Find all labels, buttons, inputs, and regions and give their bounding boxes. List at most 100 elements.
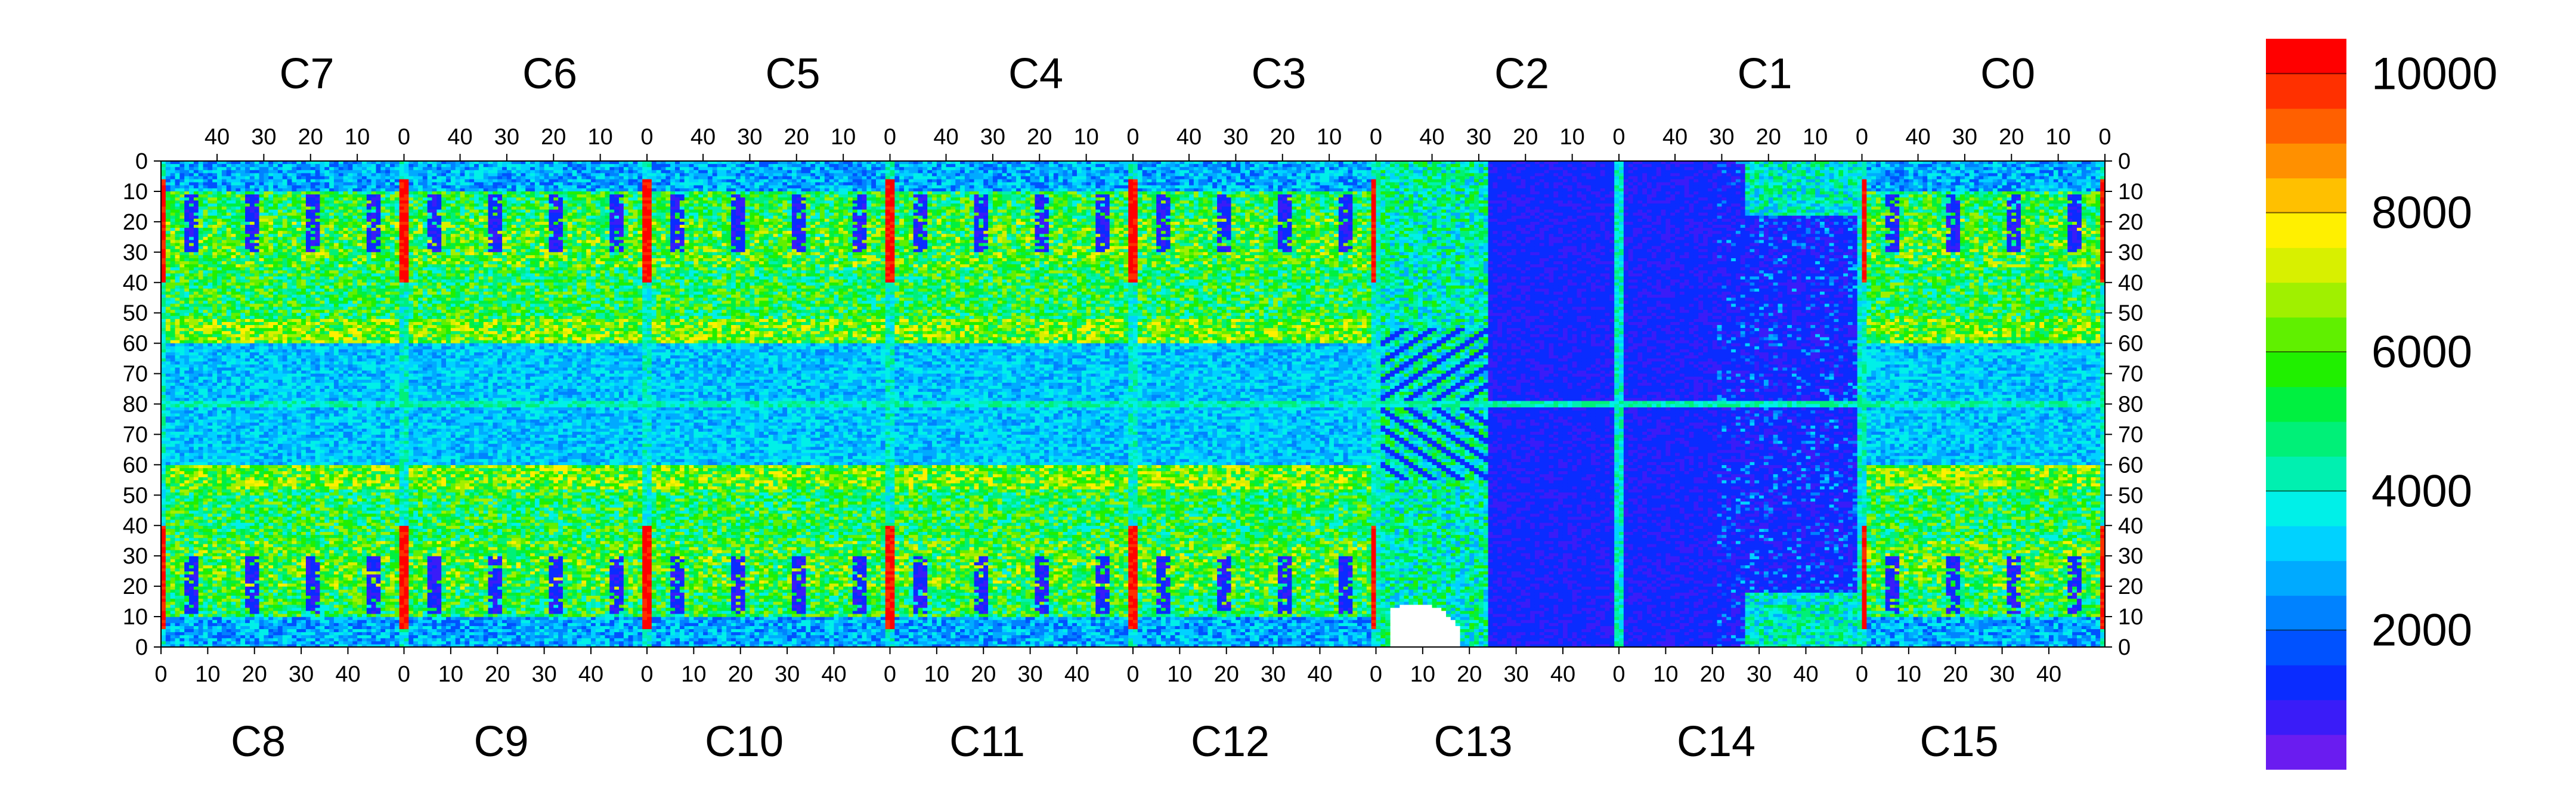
heatmap-cell (175, 234, 180, 237)
heatmap-cell (179, 289, 184, 292)
heatmap-cell (175, 182, 180, 186)
heatmap-cell (161, 261, 166, 265)
heatmap-cell (166, 176, 171, 179)
heatmap-cell (171, 377, 175, 380)
heatmap-cell (166, 246, 171, 250)
heatmap-cell (171, 267, 175, 271)
heatmap-cell (184, 310, 189, 314)
heatmap-cell (194, 243, 199, 247)
heatmap-cell (194, 280, 199, 283)
heatmap-cell (161, 313, 166, 317)
heatmap-cell (171, 292, 175, 295)
heatmap-cell (179, 246, 184, 250)
heatmap-cell (179, 234, 184, 237)
heatmap-cell (189, 401, 194, 404)
heatmap-cell (175, 219, 180, 222)
heatmap-cell (179, 228, 184, 231)
heatmap-cell (194, 167, 199, 171)
heatmap-cell (184, 313, 189, 317)
heatmap-cell (161, 258, 166, 262)
heatmap-cell (194, 206, 199, 210)
heatmap-cell (175, 179, 180, 183)
heatmap-cell (161, 185, 166, 189)
heatmap-cell (184, 173, 189, 177)
heatmap-cell (189, 264, 194, 268)
heatmap-cell (161, 210, 166, 213)
heatmap-cell (179, 237, 184, 240)
heatmap-cell (161, 228, 166, 231)
heatmap-cell (166, 295, 171, 298)
heatmap-cell (179, 222, 184, 225)
heatmap-cell (175, 307, 180, 311)
heatmap-cell (166, 370, 171, 374)
heatmap-cell (194, 255, 199, 259)
heatmap-cell (175, 255, 180, 259)
heatmap-cell (175, 289, 180, 292)
heatmap-cell (161, 398, 166, 401)
heatmap-cell (184, 216, 189, 219)
heatmap-cell (166, 243, 171, 247)
heatmap-cell (175, 203, 180, 207)
heatmap-cell (161, 361, 166, 365)
heatmap-cell (166, 280, 171, 283)
heatmap-cell (161, 176, 166, 179)
heatmap-cell (175, 383, 180, 386)
heatmap-cell (179, 231, 184, 234)
heatmap-cell (184, 355, 189, 359)
heatmap-cell (189, 222, 194, 225)
heatmap-cell (179, 395, 184, 398)
heatmap-cell (194, 261, 199, 265)
heatmap-cell (189, 277, 194, 280)
heatmap-cell (194, 194, 199, 198)
heatmap-cell (171, 277, 175, 280)
heatmap-cell (175, 392, 180, 395)
heatmap-cell (161, 337, 166, 340)
heatmap-cell (171, 355, 175, 359)
heatmap-cell (175, 270, 180, 274)
heatmap-cell (161, 316, 166, 320)
heatmap-cell (179, 170, 184, 174)
heatmap-cell (161, 310, 166, 314)
heatmap-cell (189, 225, 194, 228)
heatmap-cell (161, 234, 166, 237)
heatmap-cell (184, 231, 189, 234)
heatmap-cell (161, 206, 166, 210)
heatmap-cell (175, 395, 180, 398)
heatmap-cell (161, 197, 166, 201)
heatmap-cell (175, 167, 180, 171)
heatmap-cell (161, 246, 166, 250)
heatmap-cell (184, 210, 189, 213)
heatmap-cell (184, 334, 189, 338)
heatmap-cell (171, 240, 175, 243)
heatmap-cell (184, 343, 189, 347)
heatmap-cell (171, 298, 175, 301)
heatmap-cell (179, 179, 184, 183)
heatmap-cell (194, 213, 199, 216)
heatmap-cell (166, 374, 171, 377)
heatmap-cell (171, 334, 175, 338)
heatmap-cell (179, 340, 184, 344)
heatmap-cell (161, 280, 166, 283)
heatmap-cell (194, 246, 199, 250)
heatmap-cell (161, 325, 166, 329)
heatmap-cell (175, 206, 180, 210)
heatmap-cell (184, 188, 189, 192)
heatmap-cell (189, 398, 194, 401)
heatmap-cell (194, 188, 199, 192)
heatmap-cell (171, 164, 175, 168)
heatmap-cell (184, 325, 189, 329)
heatmap-cell (161, 200, 166, 204)
heatmap-cell (171, 337, 175, 340)
heatmap-cell (166, 398, 171, 401)
heatmap-cell (179, 286, 184, 289)
heatmap-cell (171, 170, 175, 174)
heatmap-cell (179, 173, 184, 177)
heatmap-cell (179, 380, 184, 383)
heatmap-cell (184, 222, 189, 225)
heatmap-cell (171, 370, 175, 374)
heatmap-cell (171, 328, 175, 332)
heatmap-cell (175, 328, 180, 332)
heatmap-cell (166, 292, 171, 295)
heatmap-cell (184, 206, 189, 210)
heatmap-cell (189, 246, 194, 250)
